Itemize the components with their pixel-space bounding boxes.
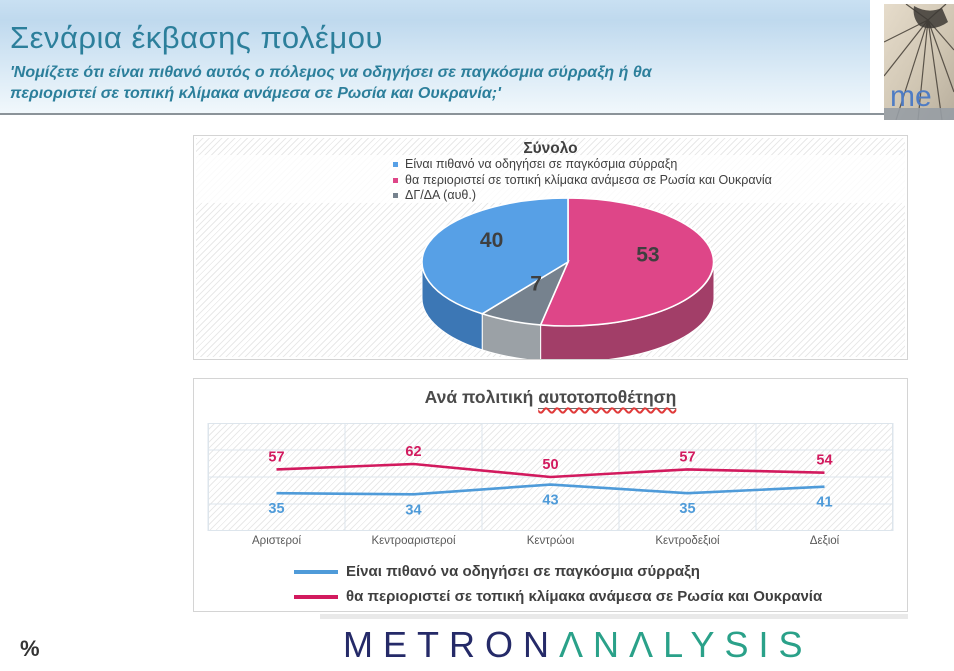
pie-chart-svg: 53 7 40 (421, 197, 715, 359)
line-title-underlined-word: αυτοτοποθέτηση (538, 387, 677, 409)
legend-label: Είναι πιθανό να οδηγήσει σε παγκόσμια σύ… (405, 157, 678, 171)
pie-chart-panel: Σύνολο Είναι πιθανό να οδηγήσει σε παγκό… (193, 135, 908, 360)
legend-label: θα περιοριστεί σε τοπική κλίμακα ανάμεσα… (405, 172, 772, 187)
legend-bullet-blue (393, 162, 398, 167)
legend-item: Είναι πιθανό να οδηγήσει σε παγκόσμια σύ… (393, 157, 772, 173)
svg-text:34: 34 (405, 502, 421, 518)
legend-item: θα περιοριστεί σε τοπική κλίμακα ανάμεσα… (294, 584, 822, 609)
svg-text:50: 50 (542, 457, 558, 473)
legend-item: ΔΓ/ΔΑ (αυθ.) (393, 188, 772, 204)
svg-text:43: 43 (542, 493, 558, 509)
corner-photo: me (883, 3, 954, 121)
legend-line-swatch-pink (294, 594, 338, 599)
legend-line-swatch-blue (294, 569, 338, 574)
percent-unit-label: % (20, 636, 40, 661)
category-label: Κεντροδεξιοί (655, 535, 720, 547)
svg-text:7: 7 (530, 272, 542, 295)
svg-text:57: 57 (268, 449, 284, 465)
legend-item: θα περιοριστεί σε τοπική κλίμακα ανάμεσα… (393, 173, 772, 189)
line-chart-title: Ανά πολιτική αυτοτοποθέτηση (194, 387, 907, 409)
umbrella-photo-graphic: me (883, 3, 954, 121)
header-divider (0, 113, 954, 115)
svg-text:35: 35 (679, 501, 695, 517)
photo-me-text: me (890, 80, 932, 113)
svg-text:53: 53 (636, 243, 659, 266)
svg-text:54: 54 (816, 453, 832, 469)
legend-label: θα περιοριστεί σε τοπική κλίμακα ανάμεσα… (346, 588, 823, 605)
metron-analysis-logo: METRONΛNΛLYSIS (343, 624, 812, 666)
svg-text:62: 62 (405, 444, 421, 460)
svg-text:35: 35 (268, 501, 284, 517)
category-label: Κεντροαριστεροί (371, 535, 456, 547)
line-chart-panel: Ανά πολιτική αυτοτοποθέτηση 35 34 43 35 41 57… (193, 378, 908, 612)
pie-legend: Είναι πιθανό να οδηγήσει σε παγκόσμια σύ… (393, 157, 772, 204)
category-label: Αριστεροί (251, 535, 302, 547)
pie-chart-title: Σύνολο (523, 140, 578, 157)
line-title-prefix: Ανά πολιτική (424, 387, 539, 407)
header-divider-light (0, 115, 954, 117)
pie-legend-band (196, 155, 905, 203)
line-plot-area: 35 34 43 35 41 57 62 50 57 54 (207, 423, 894, 531)
line-legend: Είναι πιθανό να οδηγήσει σε παγκόσμια σύ… (294, 559, 822, 609)
pie-chart-area: Σύνολο Είναι πιθανό να οδηγήσει σε παγκό… (196, 138, 905, 359)
legend-item: Είναι πιθανό να οδηγήσει σε παγκόσμια σύ… (294, 559, 822, 584)
svg-text:57: 57 (679, 449, 695, 465)
logo-analysis: ΛNΛLYSIS (559, 624, 813, 665)
header-band: Σενάρια έκβασης πολέμου 'Νομίζετε ότι εί… (0, 0, 870, 113)
legend-label: ΔΓ/ΔΑ (αυθ.) (405, 188, 476, 202)
umbrella-dark-blob (913, 6, 948, 29)
category-label: Κεντρώοι (526, 535, 575, 547)
logo-metron: METRON (343, 624, 559, 665)
legend-bullet-pink (393, 177, 398, 183)
x-axis-labels: Αριστεροί Κεντροαριστεροί Κεντρώοι Κεντροδε… (208, 535, 893, 547)
svg-text:40: 40 (480, 229, 503, 252)
line-chart-svg: 35 34 43 35 41 57 62 50 57 54 (207, 423, 894, 531)
category-label: Δεξιοί (809, 535, 840, 547)
svg-text:41: 41 (816, 495, 832, 511)
legend-label: Είναι πιθανό να οδηγήσει σε παγκόσμια σύ… (346, 563, 700, 580)
footer-divider (320, 614, 908, 619)
legend-bullet-gray (393, 193, 398, 198)
page-title: Σενάρια έκβασης πολέμου (10, 20, 383, 55)
page-subtitle: 'Νομίζετε ότι είναι πιθανό αυτός ο πόλεμ… (10, 64, 652, 102)
